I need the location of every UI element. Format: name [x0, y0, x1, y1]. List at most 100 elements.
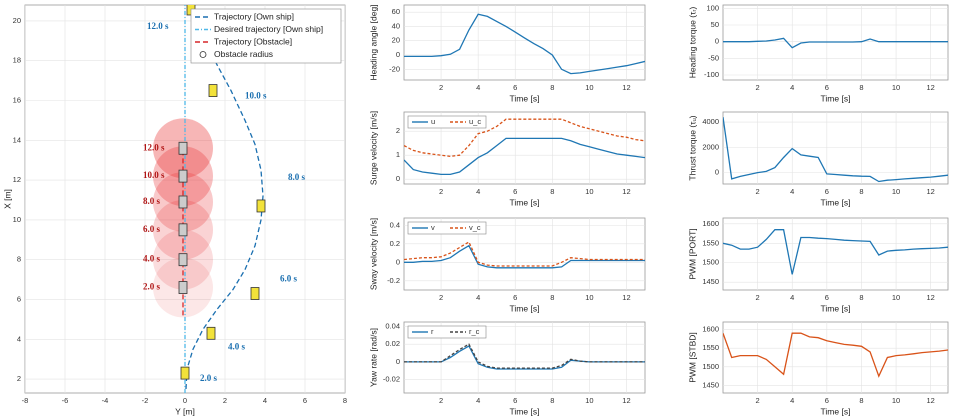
- x-tick-label: 12: [927, 396, 935, 405]
- plot-layer: [404, 322, 645, 393]
- x-tick-label: 6: [825, 83, 829, 92]
- y-tick-label: 0: [396, 357, 400, 366]
- legend-label: Trajectory [Obstacle]: [214, 36, 292, 46]
- y-tick-label: 1550: [702, 238, 719, 247]
- y-tick-label: 0.4: [390, 220, 400, 229]
- x-tick-label: 8: [550, 187, 554, 196]
- ship-marker: [178, 253, 188, 267]
- x-tick-label: 6: [513, 83, 517, 92]
- x-axis-label: Time [s]: [821, 406, 851, 416]
- plot-layer: [723, 322, 948, 393]
- y-axis-label: PWM [STBD]: [687, 332, 697, 383]
- x-tick-label: 4: [476, 187, 480, 196]
- x-tick-label: 4: [790, 293, 794, 302]
- x-axis-label: Y [m]: [175, 406, 195, 416]
- x-tick-label: 8: [859, 187, 863, 196]
- y-tick-label: 1600: [702, 324, 719, 333]
- y-tick-label: 2: [17, 374, 21, 383]
- x-tick-label: 10: [585, 187, 593, 196]
- y-tick-label: 1500: [702, 362, 719, 371]
- series-line: [723, 37, 948, 49]
- plot-layer: [723, 112, 948, 184]
- x-tick-label: 10: [892, 83, 900, 92]
- series-line: [723, 332, 948, 378]
- x-tick-label: 2: [439, 293, 443, 302]
- y-axis-label: Thrust torque (τᵤ): [687, 115, 697, 180]
- x-tick-label: 8: [550, 293, 554, 302]
- annotation: 10.0 s: [143, 170, 165, 180]
- y-tick-label: 1450: [702, 381, 719, 390]
- y-tick-label: 0: [715, 37, 719, 46]
- x-tick-label: 12: [622, 187, 630, 196]
- x-tick-label: 2: [756, 293, 760, 302]
- ship-marker: [180, 366, 190, 380]
- y-tick-label: 1550: [702, 343, 719, 352]
- x-axis-label: Time [s]: [821, 303, 851, 313]
- ship-marker: [178, 169, 188, 183]
- y-tick-label: -50: [708, 53, 719, 62]
- x-tick-label: 4: [790, 396, 794, 405]
- annotation: 12.0 s: [143, 142, 165, 152]
- ship-marker: [256, 199, 266, 213]
- x-tick-label: 8: [550, 396, 554, 405]
- ship-marker: [178, 195, 188, 209]
- x-tick-label: 10: [892, 396, 900, 405]
- x-tick-label: 6: [825, 187, 829, 196]
- y-tick-label: 6: [17, 294, 21, 303]
- y-tick-label: 1500: [702, 258, 719, 267]
- x-tick-label: 4: [790, 83, 794, 92]
- y-tick-label: 10: [13, 215, 21, 224]
- x-tick-label: 4: [476, 396, 480, 405]
- y-tick-label: 50: [711, 20, 719, 29]
- y-tick-label: 18: [13, 56, 21, 65]
- legend-label: u_c: [469, 117, 481, 126]
- annotation: 12.0 s: [147, 21, 169, 31]
- legend-label: u: [431, 117, 435, 126]
- plot-area: [722, 217, 949, 291]
- series-line: [404, 343, 645, 369]
- x-tick-label: -4: [102, 396, 109, 405]
- x-tick-label: 10: [585, 83, 593, 92]
- x-tick-label: 8: [859, 293, 863, 302]
- y-tick-label: 40: [392, 21, 400, 30]
- y-tick-label: 20: [13, 16, 21, 25]
- y-tick-label: 0: [396, 174, 400, 183]
- annotation: 8.0 s: [288, 172, 306, 182]
- legend-label: r: [431, 327, 434, 336]
- plot-layer: [723, 218, 948, 290]
- x-tick-label: 10: [585, 293, 593, 302]
- y-tick-label: 0.2: [390, 239, 400, 248]
- legend-box: [407, 221, 487, 235]
- x-tick-label: 12: [927, 83, 935, 92]
- x-tick-label: 12: [622, 293, 630, 302]
- annotation: 8.0 s: [143, 196, 161, 206]
- x-tick-label: 10: [892, 293, 900, 302]
- y-tick-label: 2: [396, 126, 400, 135]
- legend-box: [407, 325, 487, 339]
- plot-area: [722, 321, 949, 394]
- x-tick-label: 8: [550, 83, 554, 92]
- annotation: 2.0 s: [143, 282, 161, 292]
- y-axis-label: Heading angle [deg]: [368, 4, 378, 80]
- y-axis-label: Heading torque (τᵣ): [687, 7, 697, 79]
- y-tick-label: 100: [706, 3, 719, 12]
- x-tick-label: -2: [142, 396, 149, 405]
- series-line: [404, 244, 645, 269]
- x-axis-label: Time [s]: [821, 197, 851, 207]
- legend-label: Trajectory [Own ship]: [214, 11, 294, 21]
- y-tick-label: 14: [13, 135, 21, 144]
- x-tick-label: 4: [476, 293, 480, 302]
- y-tick-label: 20: [392, 36, 400, 45]
- y-tick-label: 12: [13, 175, 21, 184]
- y-tick-label: 4: [17, 334, 21, 343]
- annotation: 4.0 s: [143, 254, 161, 264]
- legend-label: v: [431, 223, 435, 232]
- y-tick-label: 2000: [702, 142, 719, 151]
- x-tick-label: 8: [343, 396, 347, 405]
- y-tick-label: -0.02: [383, 375, 400, 384]
- x-tick-label: 2: [756, 396, 760, 405]
- x-tick-label: 6: [825, 293, 829, 302]
- y-tick-label: -100: [704, 70, 719, 79]
- ship-marker: [178, 223, 188, 237]
